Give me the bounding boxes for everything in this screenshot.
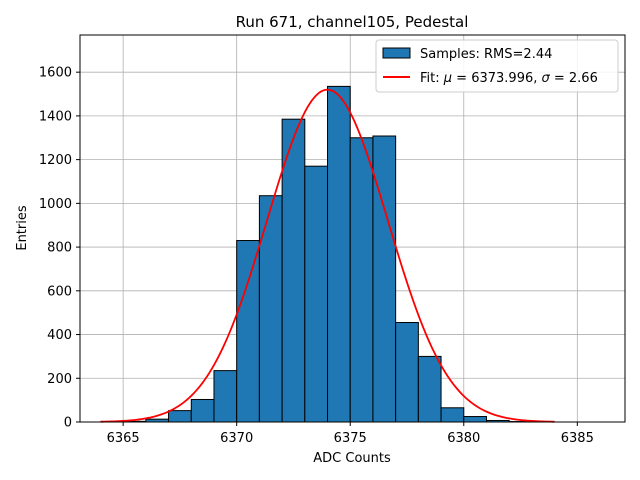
histogram-bars xyxy=(122,85,533,423)
y-tick-label: 1200 xyxy=(39,153,72,168)
histogram-bar xyxy=(349,137,374,423)
y-tick-label: 1000 xyxy=(39,197,72,212)
legend-sigma-symbol: σ xyxy=(542,71,551,86)
legend-label-fit: Fit: μ = 6373.996, σ = 2.66 xyxy=(420,71,598,86)
x-axis-title: ADC Counts xyxy=(313,451,391,466)
histogram-bar xyxy=(327,85,351,423)
fit-curve xyxy=(100,88,555,423)
axis-ticks: 6365 6370 6375 6380 6385 0 200 400 600 800 1000 120… xyxy=(39,66,594,446)
histogram-bar xyxy=(417,355,442,423)
fit-curve-layer xyxy=(100,88,555,423)
histogram-bar xyxy=(440,407,465,423)
histogram-bar xyxy=(258,195,283,423)
chart-title: Run 671, channel105, Pedestal xyxy=(236,13,469,31)
x-tick-label: 6370 xyxy=(220,431,253,446)
y-tick-label: 0 xyxy=(64,416,72,431)
histogram-bar xyxy=(168,410,192,423)
y-tick-label: 400 xyxy=(47,328,72,343)
histogram-bar xyxy=(236,240,260,423)
x-tick-label: 6375 xyxy=(334,431,367,446)
legend-fit-prefix: Fit: xyxy=(420,71,444,86)
y-tick-label: 1600 xyxy=(39,66,72,81)
y-axis-title: Entries xyxy=(15,205,30,251)
histogram-bar xyxy=(281,118,306,423)
legend: Samples: RMS=2.44 Fit: μ = 6373.996, σ =… xyxy=(375,39,619,93)
x-tick-label: 6365 xyxy=(107,431,140,446)
histogram-bar xyxy=(190,398,215,423)
histogram-bar xyxy=(463,416,487,423)
histogram-bar xyxy=(304,165,329,423)
legend-label-samples: Samples: RMS=2.44 xyxy=(420,47,552,62)
plot-frame xyxy=(79,34,626,423)
legend-mu-value: = 6373.996, xyxy=(452,71,541,86)
x-tick-label: 6380 xyxy=(447,431,480,446)
x-tick-label: 6385 xyxy=(561,431,594,446)
legend-swatch-samples xyxy=(382,47,411,59)
histogram-bar xyxy=(372,135,397,423)
legend-mu-symbol: μ xyxy=(443,71,452,86)
y-tick-label: 200 xyxy=(47,372,72,387)
histogram-bar xyxy=(213,370,238,423)
y-tick-label: 800 xyxy=(47,241,72,256)
y-tick-label: 600 xyxy=(47,284,72,299)
legend-box xyxy=(375,39,619,93)
y-tick-label: 1400 xyxy=(39,109,72,124)
legend-sigma-value: = 2.66 xyxy=(550,71,598,86)
histogram-bar xyxy=(395,322,419,423)
